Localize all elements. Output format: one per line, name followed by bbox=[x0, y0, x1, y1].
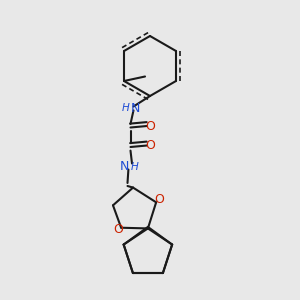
Text: O: O bbox=[154, 193, 164, 206]
Text: N: N bbox=[120, 160, 129, 173]
Text: O: O bbox=[145, 119, 155, 133]
Text: H: H bbox=[121, 103, 129, 113]
Text: O: O bbox=[113, 223, 123, 236]
Text: N: N bbox=[130, 101, 140, 115]
Text: O: O bbox=[145, 139, 155, 152]
Text: H: H bbox=[130, 161, 138, 172]
